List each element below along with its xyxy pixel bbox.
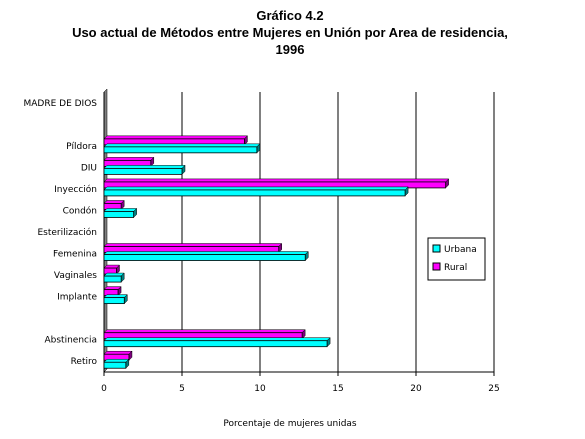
bar-top-rural: [103, 329, 306, 333]
bar-urbana: [103, 254, 306, 261]
legend: Urbana Rural: [427, 237, 486, 281]
bar-urbana: [103, 167, 183, 175]
bar-urbana: [103, 361, 127, 369]
category-label: Abstinencia: [45, 336, 98, 346]
bar-top-urbana: [103, 208, 138, 212]
bar-top-rural: [103, 178, 450, 183]
x-tick-label: 10: [254, 384, 266, 394]
bar-urbana: [103, 211, 135, 218]
bar-urbana: [103, 340, 328, 348]
bar-urbana: [103, 275, 122, 283]
bar-top-urbana: [103, 251, 309, 255]
bar-top-rural: [103, 135, 249, 140]
bar-top-urbana: [103, 358, 130, 363]
legend-box: [427, 237, 486, 281]
category-label: Condón: [63, 205, 97, 216]
legend-swatch-urbana: [432, 244, 441, 253]
x-tick-label: 20: [410, 384, 422, 394]
bar-top-rural: [103, 157, 155, 161]
category-label: Implante: [57, 293, 97, 303]
x-tick-label: 0: [101, 384, 107, 394]
category-label: Vaginales: [54, 271, 97, 281]
bar-urbana: [103, 146, 258, 154]
chart-title-line-1: Gráfico 4.2: [256, 8, 323, 23]
x-axis-title: Porcentaje de mujeres unidas: [223, 419, 357, 429]
legend-swatch-rural: [432, 262, 441, 271]
category-label: Retiro: [71, 357, 98, 367]
legend-label-rural: Rural: [444, 263, 467, 273]
chart-title-line-2: Uso actual de Métodos entre Mujeres en U…: [72, 25, 508, 40]
bar-urbana: [103, 297, 125, 305]
bar-top-rural: [103, 350, 133, 355]
x-tick-label: 15: [332, 384, 343, 394]
category-label: MADRE DE DIOS: [23, 99, 97, 109]
bar-top-rural: [103, 200, 125, 204]
chart-title-line-3: 1996: [276, 42, 305, 57]
category-label: Femenina: [53, 250, 97, 260]
bar-top-urbana: [103, 294, 128, 298]
legend-label-urbana: Urbana: [444, 245, 477, 255]
bar-urbana: [103, 189, 406, 197]
plot-area: 0 5 10 15 20 25 MADRE DE DIOS Píldora DIU Inyecci…: [23, 88, 500, 394]
bar-top-rural: [103, 243, 283, 247]
bar-top-urbana: [103, 165, 186, 169]
category-label: Inyección: [54, 184, 97, 195]
bar-top-urbana: [103, 186, 409, 191]
category-label: DIU: [81, 163, 97, 173]
x-tick-label: 25: [488, 384, 499, 394]
bar-top-urbana: [103, 337, 331, 341]
x-tick-label: 5: [179, 384, 185, 394]
category-label: Píldora: [66, 142, 97, 152]
category-label: Esterilización: [37, 227, 97, 238]
bar-top-urbana: [103, 143, 261, 148]
bar-top-urbana: [103, 272, 125, 277]
